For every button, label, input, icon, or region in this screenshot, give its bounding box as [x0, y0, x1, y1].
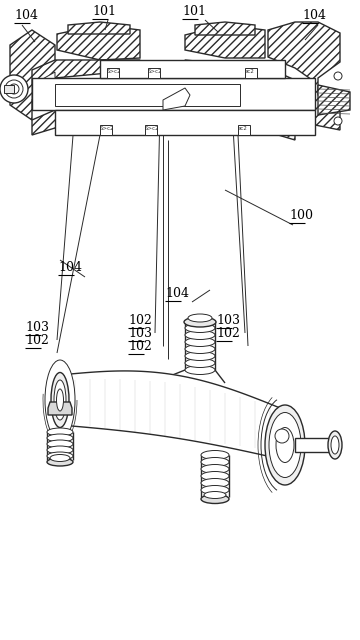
Circle shape [334, 72, 342, 80]
Bar [245, 68, 257, 78]
Ellipse shape [54, 380, 66, 420]
Ellipse shape [45, 360, 75, 440]
Polygon shape [10, 30, 55, 120]
Ellipse shape [184, 317, 216, 327]
Ellipse shape [185, 330, 215, 339]
Ellipse shape [51, 372, 69, 428]
Ellipse shape [204, 492, 226, 499]
Text: 103: 103 [25, 321, 49, 334]
Ellipse shape [201, 479, 229, 488]
Ellipse shape [201, 451, 229, 460]
Polygon shape [185, 25, 265, 58]
Text: 104: 104 [14, 9, 38, 22]
Circle shape [0, 75, 28, 103]
Ellipse shape [47, 440, 73, 448]
Ellipse shape [50, 454, 70, 461]
Text: 100: 100 [289, 209, 313, 222]
Text: 104: 104 [165, 287, 189, 300]
Polygon shape [185, 110, 295, 140]
Polygon shape [163, 88, 190, 110]
Text: 101: 101 [92, 5, 116, 18]
Bar [145, 125, 157, 135]
Bar [295, 438, 335, 452]
Ellipse shape [47, 452, 73, 460]
Ellipse shape [185, 351, 215, 360]
Polygon shape [268, 22, 340, 130]
Ellipse shape [57, 389, 63, 411]
Ellipse shape [47, 428, 73, 436]
Polygon shape [57, 25, 140, 60]
Circle shape [9, 84, 19, 94]
Bar [4, 85, 14, 93]
Text: ec2: ec2 [238, 126, 248, 131]
Text: S>c2: S>c2 [100, 126, 114, 131]
Text: 101: 101 [182, 5, 206, 18]
Text: S>c2: S>c2 [148, 69, 163, 74]
Text: S>c2: S>c2 [107, 69, 122, 74]
Bar [100, 125, 112, 135]
Circle shape [275, 429, 289, 443]
Ellipse shape [201, 486, 229, 495]
Ellipse shape [185, 323, 215, 333]
Ellipse shape [47, 434, 73, 442]
Ellipse shape [47, 446, 73, 454]
Text: 104: 104 [302, 9, 326, 22]
Polygon shape [48, 402, 72, 415]
Ellipse shape [331, 436, 339, 454]
Ellipse shape [201, 465, 229, 474]
Ellipse shape [185, 358, 215, 367]
Ellipse shape [276, 428, 294, 463]
Bar [32, 78, 315, 110]
Bar [55, 84, 240, 106]
Ellipse shape [201, 472, 229, 481]
Polygon shape [318, 85, 350, 115]
Polygon shape [195, 22, 255, 35]
Ellipse shape [185, 344, 215, 353]
Ellipse shape [185, 365, 215, 374]
Text: 103: 103 [128, 327, 152, 340]
Polygon shape [68, 22, 130, 34]
Bar [148, 68, 160, 78]
Text: S>c2: S>c2 [145, 126, 159, 131]
Polygon shape [32, 72, 55, 100]
Polygon shape [32, 60, 140, 85]
Text: ec2: ec2 [245, 69, 255, 74]
Bar [107, 68, 119, 78]
Text: 104: 104 [58, 261, 82, 274]
Ellipse shape [185, 337, 215, 346]
Text: 102: 102 [128, 314, 152, 327]
Ellipse shape [265, 405, 305, 485]
Ellipse shape [188, 314, 212, 322]
Circle shape [334, 117, 342, 125]
Ellipse shape [47, 458, 73, 466]
Bar [55, 110, 315, 135]
Polygon shape [185, 60, 295, 95]
Ellipse shape [328, 431, 342, 459]
Circle shape [5, 80, 23, 98]
Ellipse shape [269, 413, 301, 477]
Text: 103: 103 [216, 314, 240, 327]
Ellipse shape [201, 458, 229, 467]
Text: 102: 102 [25, 334, 49, 347]
Bar [238, 125, 250, 135]
Bar [100, 60, 285, 78]
Text: 102: 102 [128, 340, 152, 353]
Polygon shape [32, 110, 140, 135]
Text: 102: 102 [216, 327, 240, 340]
Ellipse shape [201, 495, 229, 504]
